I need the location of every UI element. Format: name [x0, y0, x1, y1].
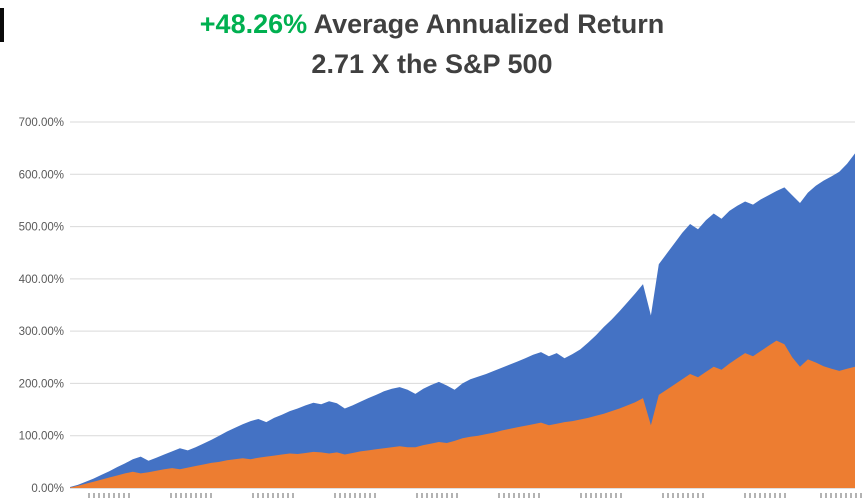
x-tick-label-fragment — [498, 493, 542, 498]
x-tick-label-fragment — [744, 493, 788, 498]
x-tick-label-fragment — [88, 493, 132, 498]
x-tick-label-fragment — [170, 493, 214, 498]
x-tick-label-fragment — [334, 493, 378, 498]
orange-area-sp500-cumulative-return — [70, 340, 855, 488]
y-tick-label: 0.00% — [31, 483, 64, 495]
y-tick-label: 600.00% — [19, 169, 64, 181]
screen-edge-artifact — [0, 8, 4, 42]
y-tick-label: 100.00% — [19, 431, 64, 443]
title-line-1: +48.26% Average Annualized Return — [0, 4, 864, 44]
y-tick-label: 500.00% — [19, 222, 64, 234]
title-line-2: 2.71 X the S&P 500 — [311, 49, 553, 79]
y-tick-label: 400.00% — [19, 274, 64, 286]
y-tick-label: 700.00% — [19, 117, 64, 129]
x-tick-label-fragment — [662, 493, 706, 498]
x-tick-label-fragment — [252, 493, 296, 498]
title-line1-rest: Average Annualized Return — [307, 9, 665, 39]
y-tick-label: 200.00% — [19, 378, 64, 390]
x-tick-label-fragment — [580, 493, 624, 498]
x-tick-label-fragment — [416, 493, 460, 498]
chart-title: +48.26% Average Annualized Return 2.71 X… — [0, 4, 864, 84]
title-highlight-percent: +48.26% — [199, 9, 308, 39]
x-tick-label-fragment — [820, 493, 864, 498]
y-tick-label: 300.00% — [19, 326, 64, 338]
